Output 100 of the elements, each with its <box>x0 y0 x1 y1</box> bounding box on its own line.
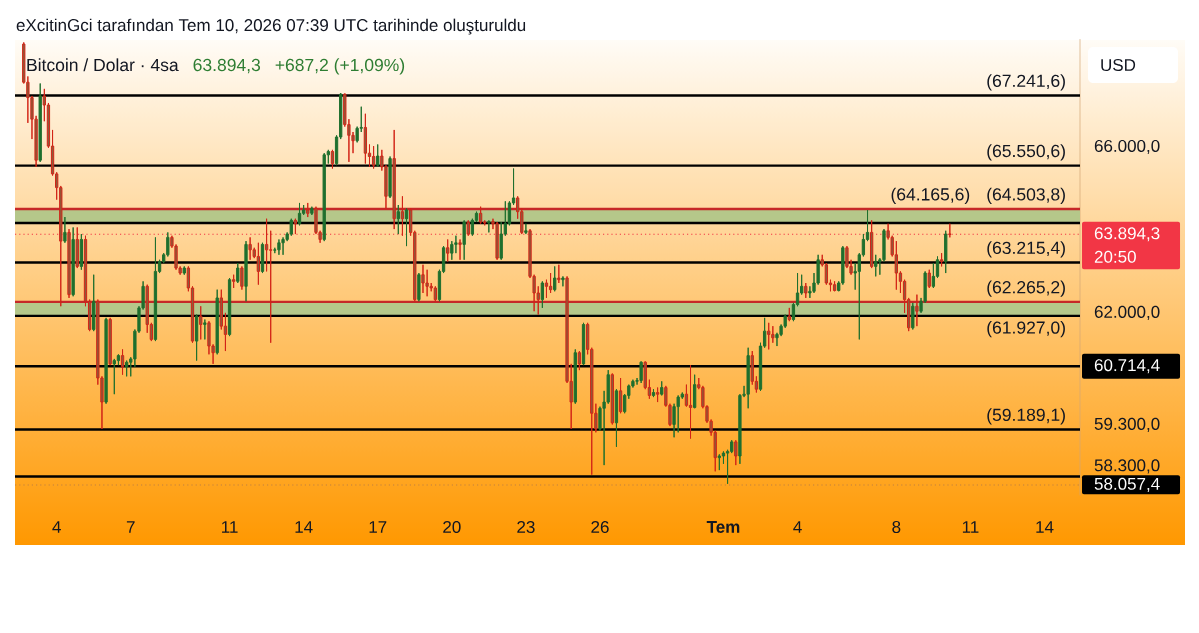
candlestick <box>915 294 919 327</box>
candlestick <box>948 223 952 238</box>
candlestick <box>660 380 664 396</box>
candlestick <box>240 265 244 291</box>
candlestick <box>425 269 429 297</box>
candlestick <box>746 347 750 409</box>
candlestick <box>911 302 915 330</box>
candlestick <box>573 348 577 405</box>
candlestick <box>478 206 483 225</box>
candlestick <box>112 358 116 395</box>
candlestick <box>400 195 405 237</box>
x-tick-label: Tem <box>706 521 740 533</box>
ref-line-label: (65.550,6) <box>987 144 1065 161</box>
candlestick <box>306 202 310 218</box>
annotation: 60.714,4 <box>1094 359 1160 374</box>
candlestick <box>392 129 396 230</box>
candlestick <box>289 218 293 237</box>
candlestick <box>466 219 470 237</box>
candlestick <box>421 264 425 294</box>
candlestick <box>639 360 643 384</box>
candlestick <box>396 204 400 235</box>
candlestick <box>194 314 199 362</box>
candlestick <box>108 317 112 366</box>
candlestick <box>388 155 392 199</box>
candlestick <box>734 439 738 466</box>
text: USD <box>1101 58 1136 71</box>
candlestick <box>577 350 582 371</box>
candlestick <box>277 238 281 256</box>
candlestick <box>363 113 368 165</box>
candlestick <box>310 206 314 216</box>
x-tick-label: 14 <box>1036 521 1054 533</box>
annotation: 58.057,4 <box>1094 477 1160 492</box>
candlestick <box>248 236 252 261</box>
candlestick <box>104 317 108 405</box>
candlestick <box>832 280 837 292</box>
candlestick <box>371 145 376 170</box>
x-tick-label: 7 <box>126 521 135 533</box>
candlestick <box>927 269 931 289</box>
x-tick-label: 11 <box>962 521 979 533</box>
ref-line-label: (61.927,0) <box>987 320 1065 338</box>
y-tick-label: 59.300,0 <box>1094 417 1160 432</box>
ref-line-label: (59.189,1) <box>987 408 1065 425</box>
candlestick <box>433 285 437 302</box>
ref-line-label: (64.503,8) <box>987 187 1065 204</box>
candlestick <box>767 322 771 350</box>
candlestick <box>232 274 236 289</box>
text: 20:50 <box>1094 250 1136 263</box>
x-tick-label: 23 <box>517 520 535 534</box>
candlestick <box>92 274 96 332</box>
x-tick-label: 8 <box>892 520 901 534</box>
text: Bitcoin / Dolar · 4sa <box>27 58 179 72</box>
candlestick <box>939 252 944 267</box>
candlestick <box>894 240 898 291</box>
candlestick <box>79 233 84 271</box>
candlestick <box>693 374 697 409</box>
candlestick <box>256 242 261 286</box>
annotation: 63.894,3 <box>1094 227 1160 242</box>
candlestick <box>376 143 380 168</box>
candlestick <box>38 82 42 163</box>
candlestick <box>487 219 491 233</box>
x-tick-label: 17 <box>369 521 387 533</box>
candlestick <box>322 152 326 242</box>
candlestick <box>450 240 454 261</box>
candlestick <box>67 228 71 299</box>
candlestick <box>548 272 553 294</box>
y-tick-label: 62.000,0 <box>1094 305 1160 320</box>
candlestick <box>524 223 528 235</box>
ref-line-label: (62.265,2) <box>987 280 1065 297</box>
candlestick <box>787 307 791 322</box>
x-tick-label: 4 <box>793 521 802 533</box>
candlestick <box>227 277 232 337</box>
candlestick <box>215 289 219 355</box>
x-tick-label: 20 <box>443 520 461 534</box>
x-tick-label: 4 <box>52 521 61 533</box>
candlestick <box>495 221 499 261</box>
candlestick <box>71 226 75 297</box>
candlestick <box>618 377 623 414</box>
x-tick-label: 14 <box>295 521 313 533</box>
candlestick <box>260 242 265 274</box>
candlestick <box>651 388 656 398</box>
candlestick <box>688 364 693 440</box>
candlestick <box>540 280 545 309</box>
candlestick <box>462 219 466 261</box>
candlestick <box>614 388 619 448</box>
candlestick <box>417 272 421 302</box>
candlestick <box>236 262 240 284</box>
candlestick <box>75 226 79 269</box>
candlestick <box>581 322 586 366</box>
candlestick <box>944 230 948 274</box>
candlestick <box>561 275 565 287</box>
candlestick <box>281 236 285 256</box>
candlestick <box>717 453 721 471</box>
candlestick <box>182 265 186 276</box>
y-tick-label: 58.300,0 <box>1094 459 1160 474</box>
ref-line-label: (63.215,4) <box>987 241 1065 258</box>
chart-title: eXcitinGci tarafından Tem 10, 2026 07:39 UTC tarihinde oluşturuldu <box>16 18 526 35</box>
candlestick <box>610 372 614 425</box>
candlestick <box>676 394 680 433</box>
candlestick <box>804 282 808 299</box>
candlestick <box>553 265 557 292</box>
